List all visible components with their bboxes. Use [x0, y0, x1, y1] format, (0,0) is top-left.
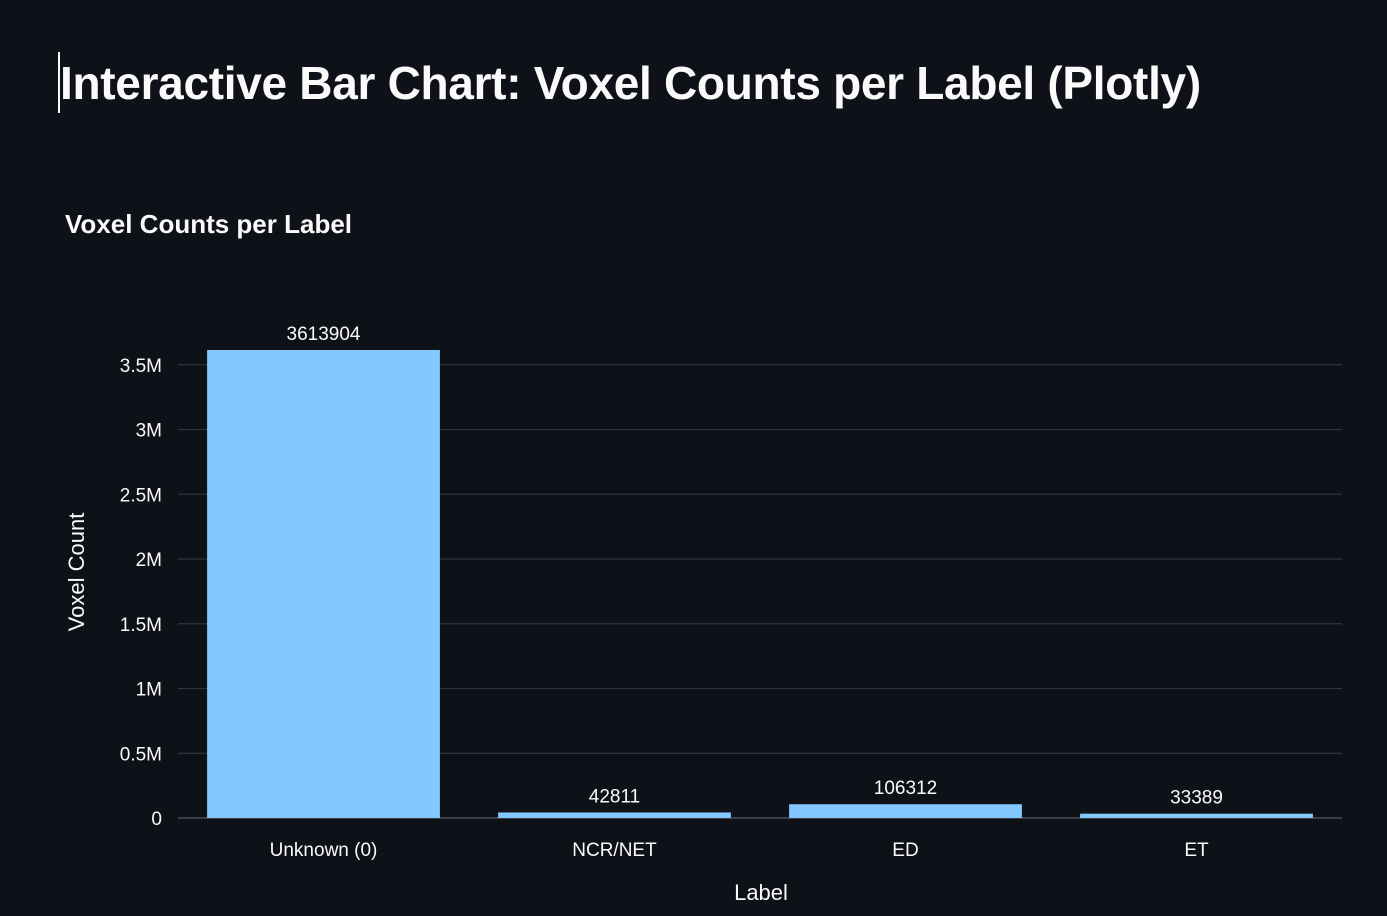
- chart-title: Voxel Counts per Label: [65, 209, 352, 239]
- text-cursor: [58, 52, 60, 113]
- bar[interactable]: [498, 812, 731, 818]
- page-title: Interactive Bar Chart: Voxel Counts per …: [60, 57, 1201, 109]
- x-tick-label: ET: [1184, 840, 1209, 861]
- y-tick-label: 1.5M: [120, 615, 162, 636]
- data-label: 33389: [1170, 788, 1223, 809]
- x-axis-ticks: Unknown (0) NCR/NET ED ET: [270, 840, 1209, 861]
- y-tick-label: 3.5M: [120, 356, 162, 377]
- data-label: 42811: [589, 786, 640, 807]
- data-labels: 3613904 42811 106312 33389: [287, 324, 1223, 809]
- y-tick-label: 0.5M: [120, 744, 162, 765]
- y-tick-label: 2.5M: [120, 485, 162, 506]
- y-tick-label: 2M: [136, 550, 162, 571]
- bar[interactable]: [207, 350, 440, 818]
- bar-chart[interactable]: Voxel Counts per Label 0 0.5M 1M 1.5M 2M 2.5M…: [0, 190, 1387, 916]
- bars[interactable]: [207, 350, 1313, 818]
- bar[interactable]: [789, 804, 1022, 818]
- y-axis-title: Voxel Count: [64, 513, 89, 632]
- x-tick-label: Unknown (0): [270, 840, 378, 861]
- chart-svg[interactable]: Voxel Counts per Label 0 0.5M 1M 1.5M 2M 2.5M…: [0, 190, 1387, 916]
- y-tick-label: 3M: [136, 421, 162, 442]
- data-label: 106312: [874, 778, 937, 799]
- bar[interactable]: [1080, 813, 1313, 818]
- x-axis-title: Label: [734, 880, 788, 905]
- y-tick-label: 0: [151, 809, 162, 830]
- x-tick-label: ED: [892, 840, 918, 861]
- y-axis-ticks: 0 0.5M 1M 1.5M 2M 2.5M 3M 3.5M: [120, 356, 162, 830]
- y-tick-label: 1M: [136, 680, 162, 701]
- data-label: 3613904: [287, 324, 361, 345]
- x-tick-label: NCR/NET: [572, 840, 657, 861]
